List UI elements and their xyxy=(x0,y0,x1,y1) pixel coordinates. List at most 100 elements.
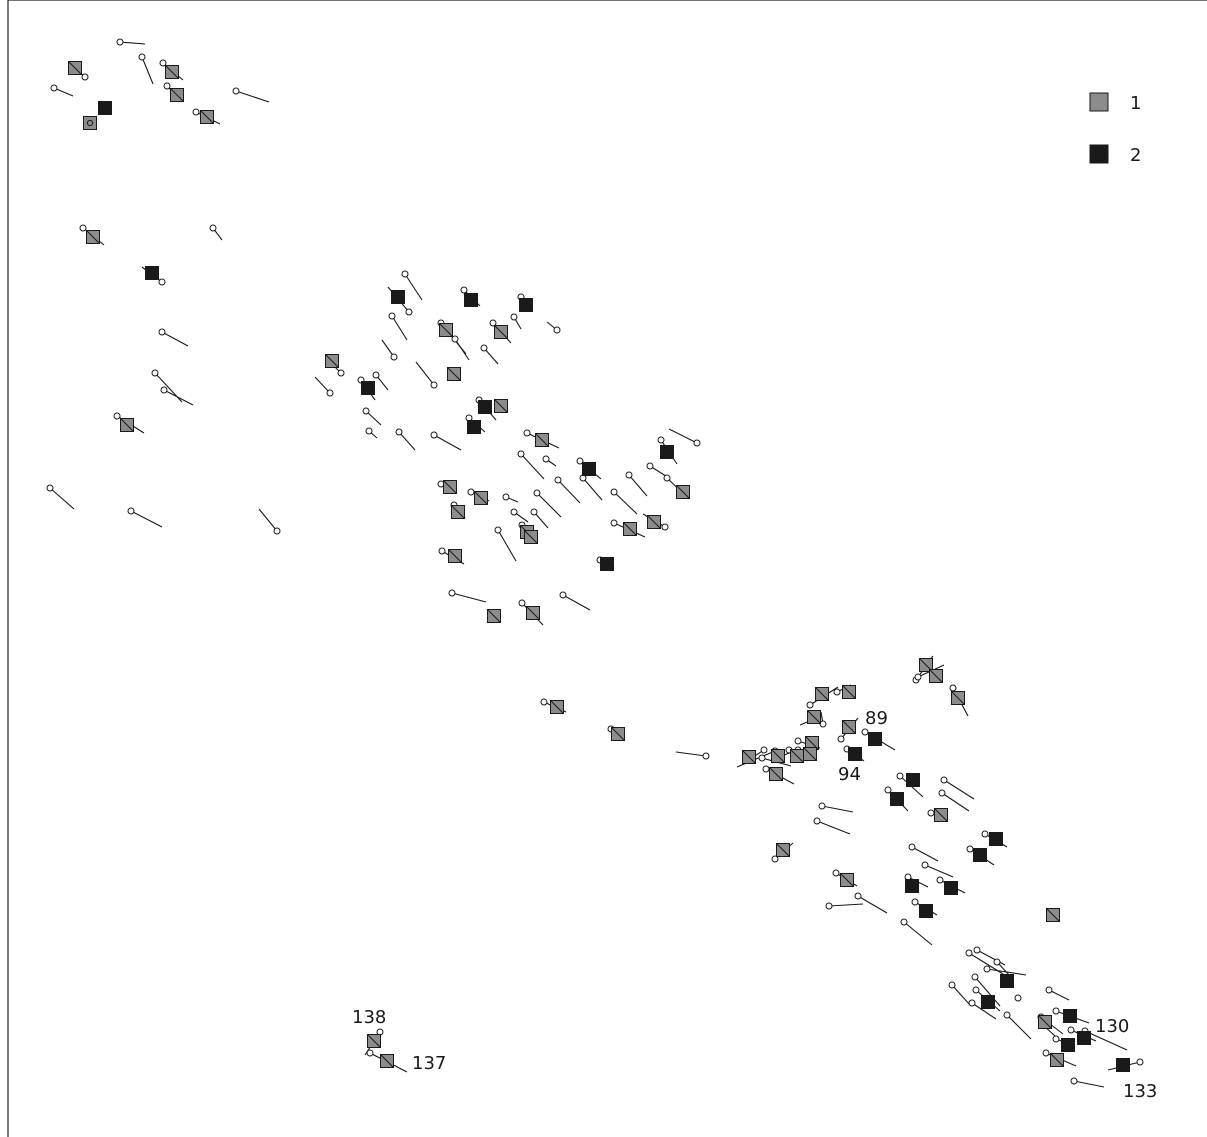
marker-tick xyxy=(165,65,179,79)
orientation-tick-ring xyxy=(388,312,396,320)
marker-tick xyxy=(439,323,453,337)
marker-type-2 xyxy=(906,773,920,787)
orientation-tick-ring xyxy=(968,999,976,1007)
orientation-tick-ring xyxy=(762,765,770,773)
marker-tick xyxy=(474,491,488,505)
orientation-tick-ring xyxy=(46,484,54,492)
orientation-tick-ring xyxy=(116,38,124,46)
marker-tick xyxy=(494,325,508,339)
orientation-tick-ring xyxy=(366,1049,374,1057)
orientation-tick-ring xyxy=(818,802,826,810)
orientation-tick-line xyxy=(976,949,1006,966)
marker-type-2 xyxy=(981,995,995,1009)
orientation-tick-ring xyxy=(914,673,922,681)
orientation-tick-line xyxy=(454,338,470,361)
legend-swatch-2 xyxy=(1089,144,1109,164)
orientation-tick-line xyxy=(161,331,189,347)
orientation-tick-ring xyxy=(81,73,89,81)
marker-tick xyxy=(68,61,82,75)
marker-type-2 xyxy=(1077,1031,1091,1045)
orientation-tick-ring xyxy=(209,224,217,232)
orientation-tick-ring xyxy=(337,369,345,377)
orientation-tick-ring xyxy=(523,429,531,437)
marker-tick xyxy=(842,685,856,699)
marker-tick xyxy=(803,747,817,761)
orientation-tick-line xyxy=(520,453,545,480)
marker-type-2 xyxy=(868,732,882,746)
orientation-tick-line xyxy=(1048,989,1070,1001)
orientation-tick-ring xyxy=(661,523,669,531)
orientation-tick-ring xyxy=(1003,1011,1011,1019)
marker-type-2 xyxy=(467,420,481,434)
orientation-tick-ring xyxy=(625,471,633,479)
marker-tick xyxy=(842,720,856,734)
marker-tick xyxy=(771,749,785,763)
orientation-tick-ring xyxy=(949,684,957,692)
orientation-tick-ring xyxy=(158,278,166,286)
orientation-tick-ring xyxy=(702,752,710,760)
orientation-tick-ring xyxy=(273,527,281,535)
marker-tick xyxy=(742,750,756,764)
orientation-tick-line xyxy=(1084,1030,1128,1051)
orientation-tick-line xyxy=(821,805,854,813)
orientation-tick-ring xyxy=(921,861,929,869)
orientation-tick-line xyxy=(668,428,698,444)
orientation-tick-ring xyxy=(489,319,497,327)
marker-tick xyxy=(647,515,661,529)
orientation-tick-line xyxy=(971,1002,997,1020)
orientation-tick-line xyxy=(497,529,517,562)
orientation-tick-ring xyxy=(540,698,548,706)
marker-tick xyxy=(611,727,625,741)
orientation-tick-ring xyxy=(610,519,618,527)
orientation-tick-line xyxy=(941,792,970,812)
orientation-tick-line xyxy=(857,895,888,914)
orientation-tick-ring xyxy=(542,455,550,463)
point-label-94: 94 xyxy=(838,764,861,785)
orientation-tick-ring xyxy=(646,462,654,470)
orientation-tick-ring xyxy=(908,843,916,851)
orientation-tick-ring xyxy=(79,224,87,232)
orientation-tick-ring xyxy=(480,344,488,352)
orientation-tick-line xyxy=(533,511,549,529)
orientation-tick-line xyxy=(398,431,416,451)
marker-tick xyxy=(1038,1015,1052,1029)
orientation-tick-ring xyxy=(884,786,892,794)
marker-tick xyxy=(367,1034,381,1048)
marker-type-2 xyxy=(582,462,596,476)
marker-type-2 xyxy=(905,879,919,893)
orientation-tick-ring xyxy=(972,986,980,994)
orientation-tick-ring xyxy=(395,428,403,436)
point-label-130: 130 xyxy=(1095,1016,1129,1037)
orientation-tick-ring xyxy=(610,488,618,496)
orientation-tick-ring xyxy=(771,855,779,863)
orientation-tick-ring xyxy=(430,381,438,389)
marker-tick xyxy=(776,843,790,857)
marker-tick xyxy=(815,687,829,701)
marker-tick xyxy=(448,549,462,563)
orientation-tick-ring xyxy=(896,772,904,780)
marker-tick xyxy=(447,367,461,381)
orientation-tick-ring xyxy=(861,728,869,736)
marker-tick xyxy=(840,873,854,887)
orientation-tick-line xyxy=(974,976,1001,1007)
marker-type-2 xyxy=(600,557,614,571)
orientation-tick-ring xyxy=(760,746,768,754)
point-label-137: 137 xyxy=(412,1053,446,1074)
orientation-tick-ring xyxy=(365,427,373,435)
orientation-tick-ring xyxy=(160,386,168,394)
orientation-tick-line xyxy=(141,56,154,85)
marker-tick xyxy=(170,88,184,102)
marker-type-2 xyxy=(989,832,1003,846)
marker-type-2 xyxy=(1000,974,1014,988)
marker-tick xyxy=(120,418,134,432)
orientation-tick-ring xyxy=(1014,994,1022,1002)
orientation-tick-line xyxy=(314,376,331,394)
orientation-tick-ring xyxy=(1052,1035,1060,1043)
orientation-tick-ring xyxy=(460,286,468,294)
marker-tick xyxy=(535,433,549,447)
orientation-tick-ring xyxy=(833,688,841,696)
orientation-tick-ring xyxy=(813,817,821,825)
orientation-tick-ring xyxy=(192,108,200,116)
